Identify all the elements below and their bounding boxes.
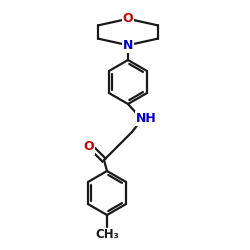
Text: NH: NH xyxy=(136,112,156,124)
Text: CH₃: CH₃ xyxy=(95,228,119,240)
Text: O: O xyxy=(123,12,133,25)
Text: N: N xyxy=(123,39,133,52)
Text: O: O xyxy=(84,140,94,153)
